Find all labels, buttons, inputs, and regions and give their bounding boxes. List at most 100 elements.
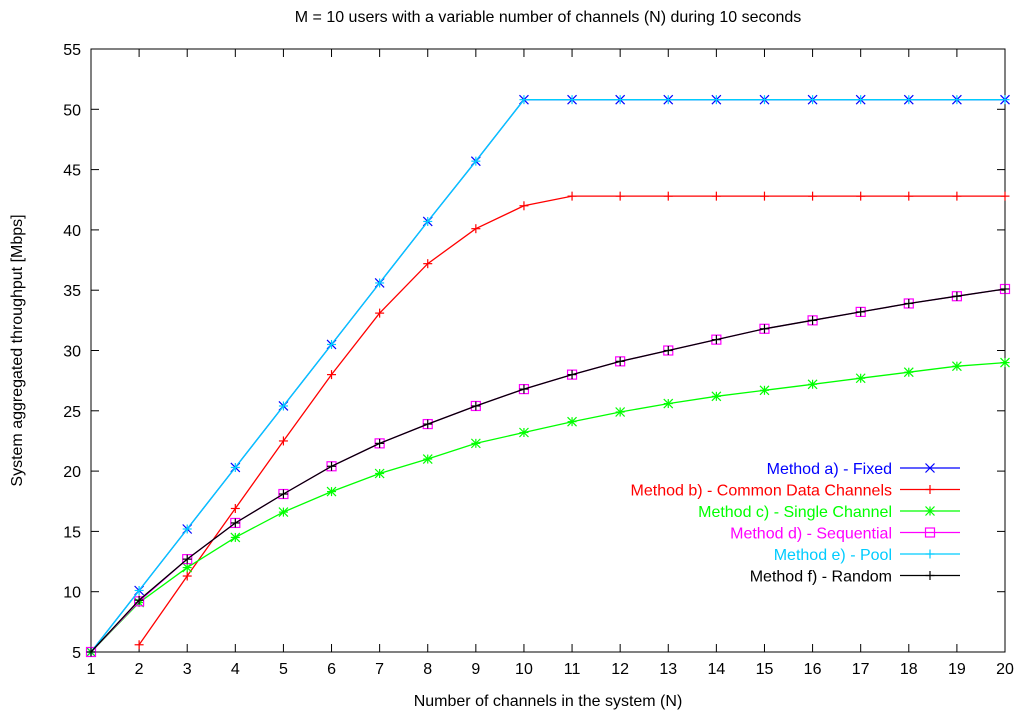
data-point <box>808 95 818 105</box>
x-tick-label: 17 <box>852 661 870 678</box>
data-point <box>182 562 193 573</box>
data-point <box>327 461 337 471</box>
y-tick-label: 15 <box>63 524 81 541</box>
y-axis-label: System aggregated throughput [Mbps] <box>9 214 26 486</box>
data-point <box>230 518 240 528</box>
data-point <box>567 95 577 105</box>
data-point <box>663 95 673 105</box>
series-line-2 <box>90 361 1006 653</box>
data-point <box>807 379 818 390</box>
data-point <box>904 298 914 308</box>
x-tick-label: 20 <box>996 661 1014 678</box>
data-point <box>1000 284 1010 294</box>
data-point <box>519 95 529 105</box>
x-tick-label: 4 <box>231 661 240 678</box>
data-point <box>856 95 866 105</box>
data-point <box>951 361 962 372</box>
plot-area: 1 2 3 4 5 6 7 8 9 10 11 12 13 14 15 16 17 18 19 20510152025… <box>63 42 1014 678</box>
y-tick-label: 55 <box>63 42 81 59</box>
y-tick-label: 50 <box>63 102 81 119</box>
data-point <box>711 191 721 201</box>
data-point <box>134 640 144 650</box>
y-tick-label: 40 <box>63 223 81 240</box>
data-point <box>182 571 192 581</box>
data-point <box>1000 357 1010 368</box>
data-point <box>615 95 625 105</box>
x-tick-label: 5 <box>279 661 288 678</box>
data-point <box>615 191 625 201</box>
data-point <box>471 224 481 234</box>
x-tick-label: 16 <box>804 661 822 678</box>
legend-label: Method d) - Sequential <box>730 526 892 543</box>
data-point <box>567 191 577 201</box>
data-point <box>904 191 914 201</box>
data-point <box>182 554 192 564</box>
legend-marker <box>925 549 935 559</box>
x-tick-label: 15 <box>756 661 774 678</box>
series-line-5 <box>90 288 1006 653</box>
data-point <box>615 356 625 366</box>
data-point <box>375 308 385 318</box>
data-point <box>182 524 192 534</box>
data-point <box>519 427 529 438</box>
data-point <box>856 191 866 201</box>
x-tick-label: 7 <box>375 661 384 678</box>
chart-title: M = 10 users with a variable number of c… <box>295 9 801 26</box>
data-point <box>422 454 433 464</box>
x-tick-label: 9 <box>471 661 480 678</box>
data-point <box>134 595 144 605</box>
data-point <box>471 156 481 166</box>
y-tick-label: 20 <box>63 464 81 481</box>
legend-label: Method f) - Random <box>750 569 892 586</box>
x-tick-label: 18 <box>900 661 918 678</box>
x-tick-label: 12 <box>611 661 629 678</box>
data-point <box>423 259 433 269</box>
legend-marker <box>925 506 935 516</box>
data-point <box>711 335 721 345</box>
data-point <box>86 647 96 657</box>
legend: Method a) - Fixed Method b) - Common Data… <box>631 461 960 586</box>
y-tick-label: 10 <box>63 585 81 602</box>
series-line-4 <box>90 99 1005 653</box>
y-tick-label: 5 <box>72 645 81 662</box>
data-point <box>278 401 288 411</box>
legend-marker <box>925 463 935 473</box>
x-tick-label: 19 <box>948 661 966 678</box>
x-tick-label: 14 <box>707 661 725 678</box>
data-point <box>423 419 433 429</box>
legend-marker <box>925 485 935 494</box>
data-point <box>759 95 769 105</box>
data-point <box>278 489 288 499</box>
x-tick-label: 6 <box>327 661 336 678</box>
data-point <box>856 307 866 317</box>
legend-marker <box>924 527 936 538</box>
data-point <box>855 373 866 384</box>
data-point <box>1000 191 1010 201</box>
data-point <box>904 95 914 105</box>
y-tick-label: 30 <box>63 344 81 361</box>
x-tick-label: 11 <box>564 661 581 678</box>
data-point <box>952 291 962 301</box>
data-point <box>134 585 144 595</box>
data-point <box>326 486 337 497</box>
legend-label: Method e) - Pool <box>774 547 892 564</box>
y-tick-label: 35 <box>63 283 81 300</box>
data-point <box>519 201 529 211</box>
data-point <box>759 324 769 334</box>
data-point <box>327 339 337 349</box>
y-tick-label: 25 <box>63 404 81 421</box>
data-point <box>663 191 673 201</box>
legend-label: Method c) - Single Channel <box>698 504 892 521</box>
data-point <box>615 407 626 417</box>
x-tick-label: 10 <box>515 661 533 678</box>
data-point <box>711 95 721 105</box>
data-point <box>519 384 529 394</box>
data-point <box>471 401 481 411</box>
data-point <box>423 216 433 226</box>
x-axis-label: Number of channels in the system (N) <box>414 693 683 710</box>
x-tick-label: 1 <box>87 661 96 678</box>
data-point <box>808 315 818 325</box>
data-point <box>278 436 288 446</box>
